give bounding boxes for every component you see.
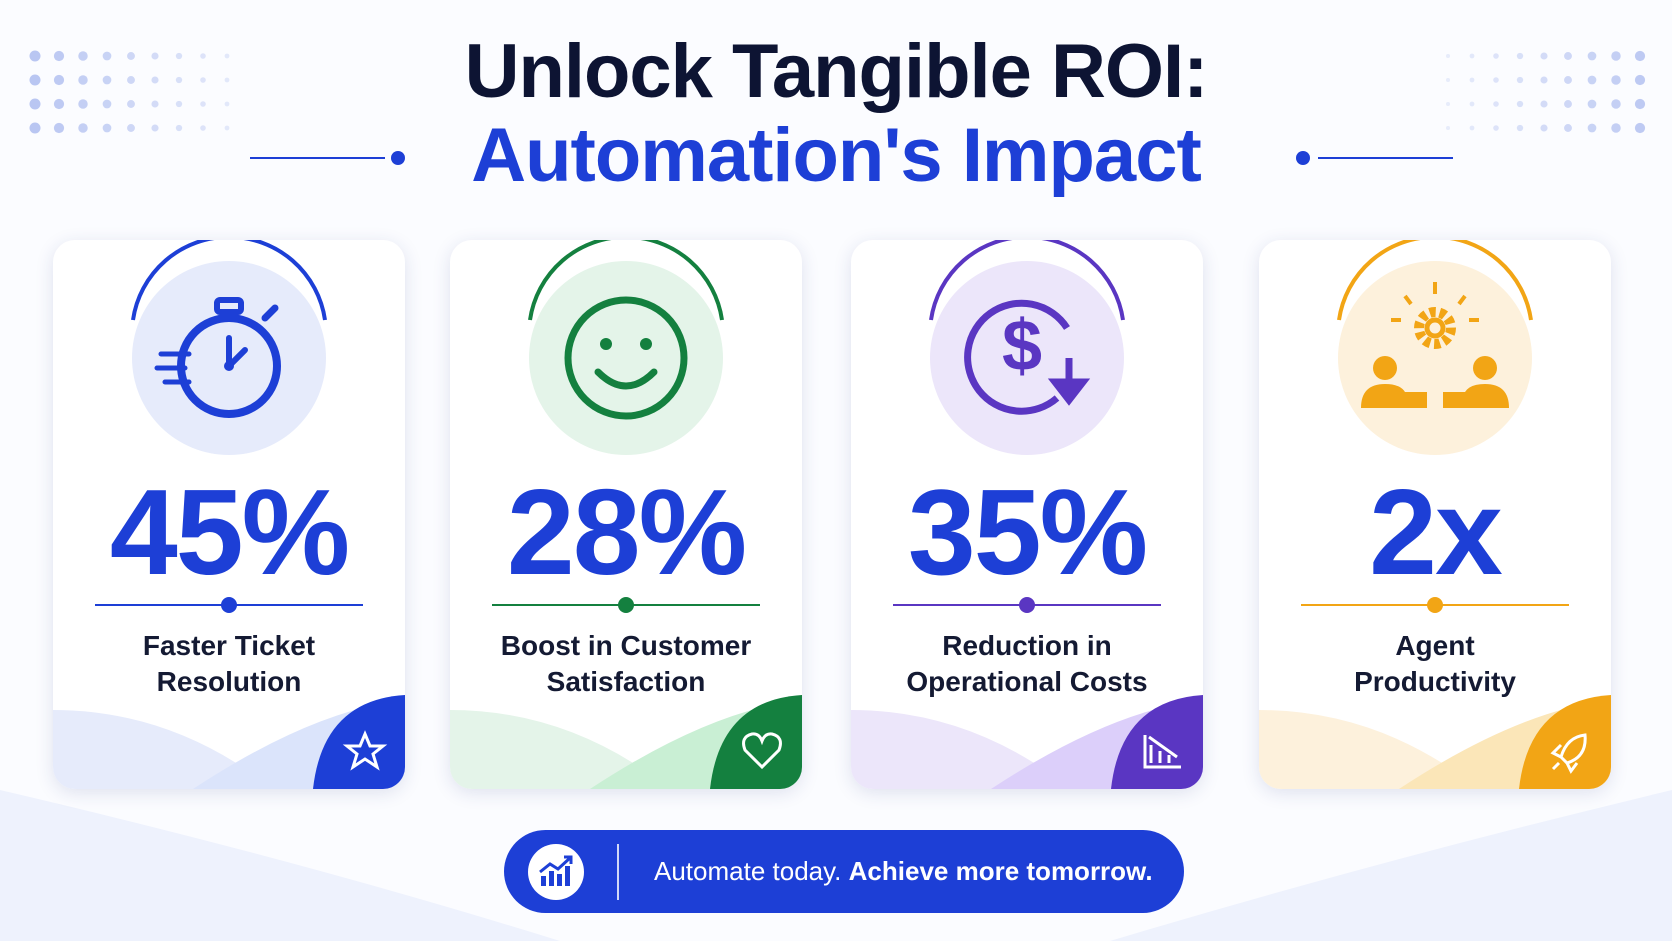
label-line: Boost in Customer xyxy=(500,630,752,661)
stat-card: 2x Agent Productivity xyxy=(1259,240,1611,789)
card-art xyxy=(53,240,405,789)
rule-dot xyxy=(1296,151,1310,165)
label-line: Productivity xyxy=(1354,666,1516,697)
label-line: Satisfaction xyxy=(546,666,706,697)
stat-label: Faster Ticket Resolution xyxy=(53,628,405,700)
card-art xyxy=(450,240,802,789)
banner: Automate today. Achieve more tomorrow. xyxy=(504,830,1184,913)
stat-value: 45% xyxy=(109,464,350,600)
rule-dot xyxy=(391,151,405,165)
stat-label: Reduction in Operational Costs xyxy=(851,628,1203,700)
banner-bold: Achieve more tomorrow. xyxy=(848,856,1153,886)
rule xyxy=(250,157,385,159)
separator xyxy=(617,844,619,900)
stat-value: 28% xyxy=(506,464,747,600)
rule xyxy=(1318,157,1453,159)
title-line-1: Unlock Tangible ROI: xyxy=(464,29,1209,114)
stat-label: Agent Productivity xyxy=(1259,628,1611,700)
label-line: Agent xyxy=(1395,630,1475,661)
stat-value: 35% xyxy=(907,464,1148,600)
stat-card: $ 35% Reduction in Operational Costs xyxy=(851,240,1203,789)
label-line: Reduction in xyxy=(942,630,1112,661)
stat-card: 45% Faster Ticket Resolution xyxy=(53,240,405,789)
label-line: Operational Costs xyxy=(906,666,1148,697)
banner-regular: Automate today. xyxy=(654,856,842,886)
card-art: $ xyxy=(851,240,1203,789)
svg-text:$: $ xyxy=(1002,306,1042,386)
label-line: Resolution xyxy=(156,666,302,697)
stat-label: Boost in Customer Satisfaction xyxy=(450,628,802,700)
title-line-2: Automation's Impact xyxy=(471,113,1202,198)
stat-card: 28% Boost in Customer Satisfaction xyxy=(450,240,802,789)
stat-value: 2x xyxy=(1369,464,1503,600)
card-art xyxy=(1259,240,1611,789)
banner-icon xyxy=(528,844,584,900)
banner-text: Automate today. Achieve more tomorrow. xyxy=(654,830,1153,913)
label-line: Faster Ticket xyxy=(142,630,316,661)
